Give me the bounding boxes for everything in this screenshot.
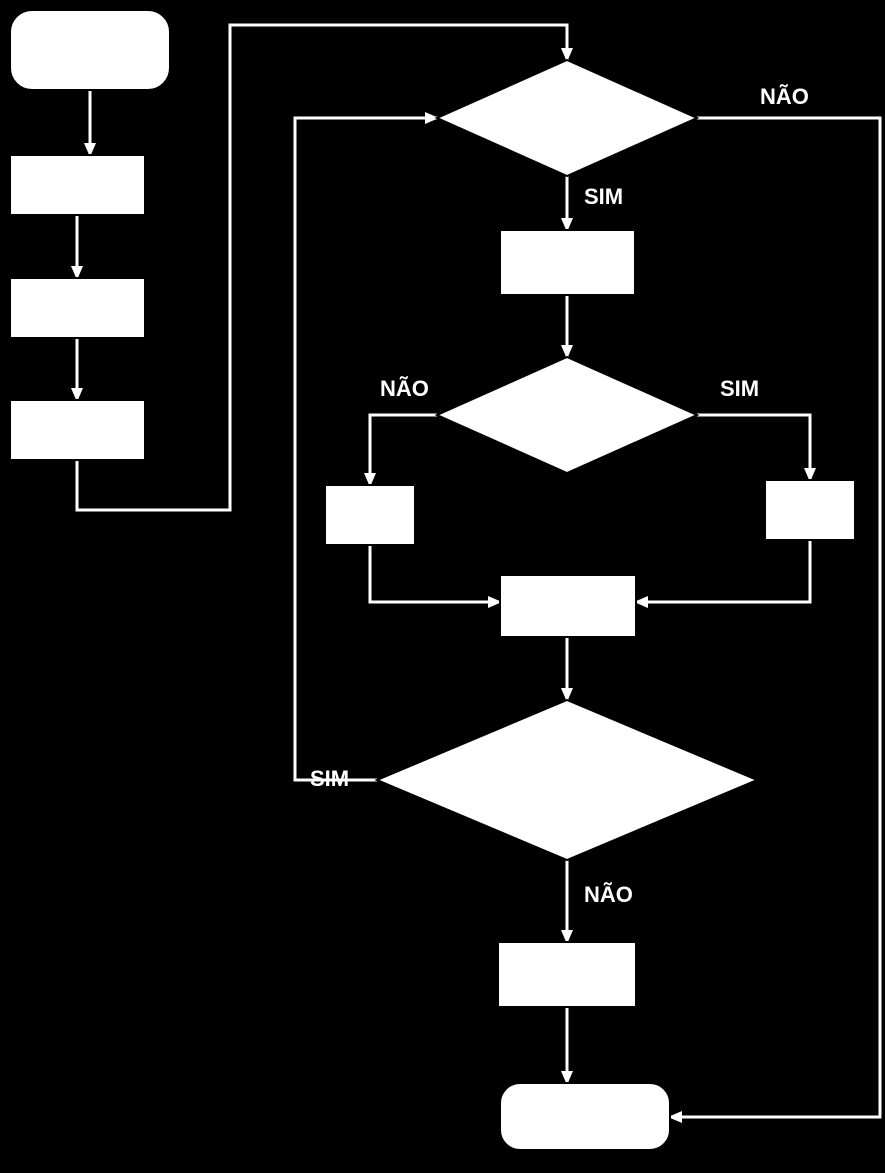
edge-e_p5l_p6 bbox=[370, 545, 500, 602]
node-n_p5r bbox=[765, 480, 855, 540]
node-n_p5l bbox=[325, 485, 415, 545]
edge-e_d1_end_no bbox=[670, 118, 880, 1117]
edge-label-e_d3_d1_yes: SIM bbox=[310, 766, 349, 791]
edge-label-e_d2_p5r: SIM bbox=[720, 376, 759, 401]
edge-label-e_d3_p7_no: NÃO bbox=[584, 882, 633, 907]
flowchart-diagram: SIM NÃO NÃO SIM SIM NÃO bbox=[0, 0, 885, 1173]
edges-layer bbox=[77, 25, 880, 1117]
edge-e_p5r_p6 bbox=[636, 540, 810, 602]
nodes-layer bbox=[10, 10, 855, 1150]
node-n_p6 bbox=[500, 575, 636, 637]
node-n_d3 bbox=[377, 700, 757, 860]
node-n_p1 bbox=[10, 155, 145, 215]
edge-e_d3_d1_yes bbox=[295, 118, 437, 780]
edge-label-e_d1_end_no: NÃO bbox=[760, 84, 809, 109]
node-n_p4 bbox=[500, 230, 635, 295]
node-n_d2 bbox=[437, 357, 697, 473]
edge-label-e_d1_p4: SIM bbox=[584, 184, 623, 209]
edge-label-e_d2_p5l: NÃO bbox=[380, 376, 429, 401]
node-n_p3 bbox=[10, 400, 145, 460]
node-n_start bbox=[10, 10, 170, 90]
node-n_p7 bbox=[498, 942, 636, 1007]
node-n_p2 bbox=[10, 278, 145, 338]
edge-e_d2_p5r bbox=[697, 415, 810, 480]
edge-e_d2_p5l bbox=[370, 415, 437, 485]
node-n_d1 bbox=[437, 60, 697, 176]
node-n_end bbox=[500, 1083, 670, 1150]
